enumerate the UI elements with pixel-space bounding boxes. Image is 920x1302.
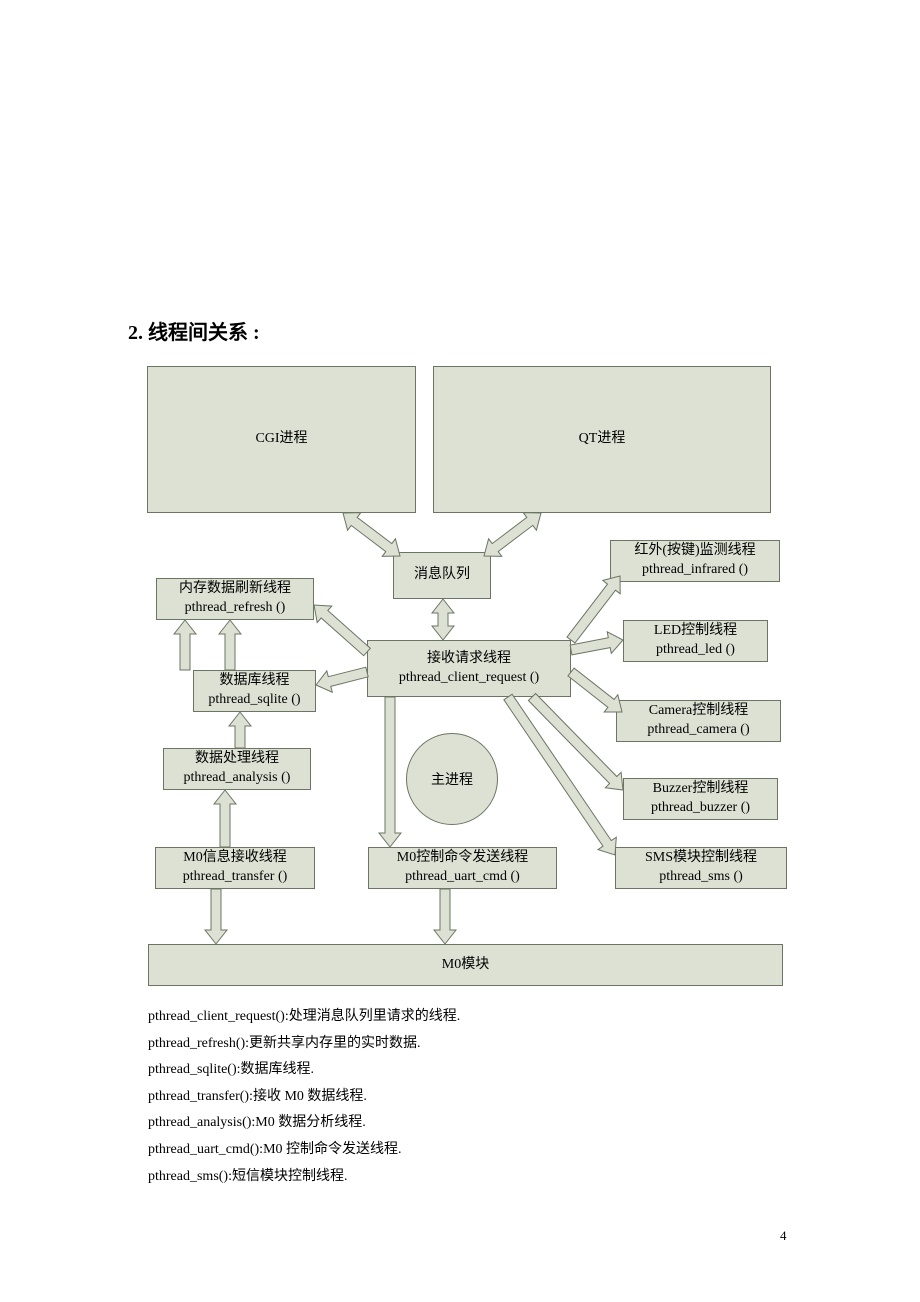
node-qt: QT进程 (433, 366, 771, 513)
node-infrared-l2: pthread_infrared () (642, 561, 748, 580)
node-cgi-l1: CGI进程 (255, 430, 307, 449)
node-buzzer-l2: pthread_buzzer () (651, 799, 750, 818)
description-line: pthread_uart_cmd():M0 控制命令发送线程. (148, 1137, 460, 1164)
node-led-l2: pthread_led () (656, 641, 735, 660)
node-camera: Camera控制线程pthread_camera () (616, 700, 781, 742)
arrow-cgi-mq (343, 513, 400, 557)
node-sms-l2: pthread_sms () (659, 868, 743, 887)
arrow-client-led (570, 632, 623, 655)
node-transfer-l1: M0信息接收线程 (183, 849, 286, 868)
arrow-client-sqlite (316, 667, 368, 692)
arrow-uart-m0 (434, 889, 456, 944)
description-line: pthread_transfer():接收 M0 数据线程. (148, 1084, 460, 1111)
description-line: pthread_client_request():处理消息队列里请求的线程. (148, 1004, 460, 1031)
node-analysis-l2: pthread_analysis () (184, 769, 291, 788)
node-refresh: 内存数据刷新线程pthread_refresh () (156, 578, 314, 620)
section-heading: 2. 线程间关系 : (128, 316, 260, 345)
node-analysis: 数据处理线程pthread_analysis () (163, 748, 311, 790)
node-main-label: 主进程 (431, 769, 473, 789)
description-line: pthread_refresh():更新共享内存里的实时数据. (148, 1031, 460, 1058)
arrow-analysis-sqlite (229, 712, 251, 748)
arrow-transfer-analysis (214, 790, 236, 847)
arrow-client-infrared (567, 576, 620, 643)
node-uart-cmd: M0控制命令发送线程pthread_uart_cmd () (368, 847, 557, 889)
node-client-l2: pthread_client_request () (399, 669, 539, 688)
arrow-refresh-sqlite (219, 620, 241, 670)
description-line: pthread_analysis():M0 数据分析线程. (148, 1110, 460, 1137)
node-mq-l1: 消息队列 (414, 566, 470, 585)
node-message-queue: 消息队列 (393, 552, 491, 599)
node-refresh-l1: 内存数据刷新线程 (179, 580, 291, 599)
node-client-l1: 接收请求线程 (427, 650, 511, 669)
node-sms: SMS模块控制线程pthread_sms () (615, 847, 787, 889)
description-line: pthread_sms():短信模块控制线程. (148, 1164, 460, 1191)
arrow-client-uart (379, 697, 401, 847)
arrow-qt-mq (484, 513, 541, 557)
node-main-process: 主进程 (406, 733, 498, 825)
node-sqlite-l2: pthread_sqlite () (208, 691, 300, 710)
node-infrared-l1: 红外(按键)监测线程 (634, 542, 755, 561)
node-uartcmd-l1: M0控制命令发送线程 (397, 849, 528, 868)
node-sqlite: 数据库线程pthread_sqlite () (193, 670, 316, 712)
node-transfer-l2: pthread_transfer () (183, 868, 288, 887)
node-transfer: M0信息接收线程pthread_transfer () (155, 847, 315, 889)
node-uartcmd-l2: pthread_uart_cmd () (405, 868, 520, 887)
node-sqlite-l1: 数据库线程 (220, 672, 290, 691)
arrow-client-sms (504, 694, 616, 855)
page-number: 4 (780, 1228, 787, 1244)
node-led-l1: LED控制线程 (654, 622, 737, 641)
node-qt-l1: QT进程 (579, 430, 626, 449)
node-sms-l1: SMS模块控制线程 (645, 849, 757, 868)
node-buzzer: Buzzer控制线程pthread_buzzer () (623, 778, 778, 820)
node-m0: M0模块 (148, 944, 783, 986)
arrow-mq-client (432, 599, 454, 640)
node-camera-l2: pthread_camera () (647, 721, 749, 740)
arrow-client-camera (568, 668, 622, 712)
description-line: pthread_sqlite():数据库线程. (148, 1057, 460, 1084)
node-cgi: CGI进程 (147, 366, 416, 513)
node-buzzer-l1: Buzzer控制线程 (653, 780, 749, 799)
arrow-client-refresh (314, 605, 370, 656)
descriptions: pthread_client_request():处理消息队列里请求的线程.pt… (148, 1004, 460, 1190)
arrow-client-buzzer (528, 694, 623, 791)
node-led: LED控制线程pthread_led () (623, 620, 768, 662)
arrow-transfer-m0 (205, 889, 227, 944)
arrow-sqlite-refresh (174, 620, 196, 670)
node-analysis-l1: 数据处理线程 (195, 750, 279, 769)
node-m0-l1: M0模块 (442, 956, 489, 975)
node-refresh-l2: pthread_refresh () (185, 599, 286, 618)
node-infrared: 红外(按键)监测线程pthread_infrared () (610, 540, 780, 582)
node-client-request: 接收请求线程pthread_client_request () (367, 640, 571, 697)
node-camera-l1: Camera控制线程 (649, 702, 749, 721)
